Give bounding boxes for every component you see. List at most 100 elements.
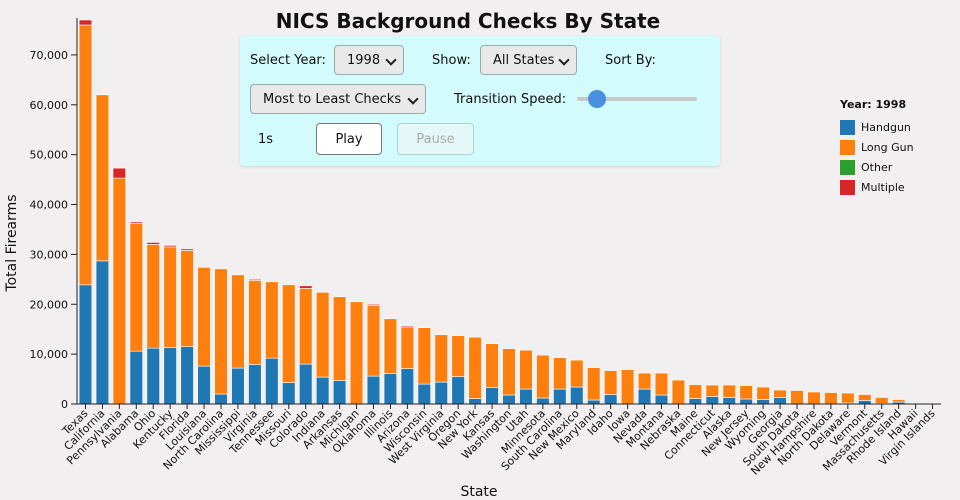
bar-new-jersey-handgun[interactable] [739, 398, 753, 405]
bar-tennessee-long-gun[interactable] [265, 281, 279, 359]
bar-illinois-handgun[interactable] [383, 373, 398, 405]
bar-colorado-handgun[interactable] [299, 363, 313, 405]
bar-florida-multiple[interactable] [180, 248, 194, 251]
bar-washington-long-gun[interactable] [502, 348, 516, 396]
bar-north-carolina-long-gun[interactable] [214, 268, 228, 395]
bar-vermont-long-gun[interactable] [858, 394, 872, 401]
bar-washington-handgun[interactable] [502, 394, 516, 405]
bar-pennsylvania-long-gun[interactable] [112, 177, 127, 405]
bar-georgia-handgun[interactable] [773, 397, 787, 405]
bar-wyoming-long-gun[interactable] [756, 386, 770, 400]
bar-vermont-handgun[interactable] [858, 400, 872, 405]
bar-alabama-long-gun[interactable] [129, 223, 143, 352]
bar-kentucky-handgun[interactable] [163, 347, 177, 405]
bar-texas-multiple[interactable] [78, 19, 93, 26]
bar-arkansas-long-gun[interactable] [332, 296, 347, 381]
bar-maryland-long-gun[interactable] [587, 367, 601, 401]
bar-montana-long-gun[interactable] [654, 372, 669, 396]
bar-maryland-handgun[interactable] [587, 399, 601, 405]
bar-rhode-island-long-gun[interactable] [891, 399, 906, 403]
bar-minnesota-handgun[interactable] [536, 397, 550, 405]
bar-arizona-long-gun[interactable] [400, 327, 415, 369]
bar-indiana-long-gun[interactable] [315, 291, 330, 378]
bar-louisiana-long-gun[interactable] [197, 267, 211, 367]
bar-nebraska-long-gun[interactable] [671, 379, 686, 405]
bar-mississippi-handgun[interactable] [231, 367, 245, 405]
transition-speed-slider-track[interactable] [577, 97, 697, 101]
bar-delaware-long-gun[interactable] [841, 392, 855, 404]
bar-south-dakota-long-gun[interactable] [790, 390, 804, 405]
bar-kansas-long-gun[interactable] [485, 343, 499, 388]
bar-kansas-handgun[interactable] [485, 387, 499, 405]
bar-arizona-multiple[interactable] [400, 325, 415, 329]
bar-virginia-multiple[interactable] [248, 279, 262, 281]
transition-speed-slider-handle[interactable] [588, 90, 606, 108]
bar-oklahoma-multiple[interactable] [366, 303, 381, 306]
bar-indiana-handgun[interactable] [315, 376, 330, 405]
bar-idaho-long-gun[interactable] [603, 370, 618, 395]
bar-minnesota-long-gun[interactable] [536, 354, 550, 399]
bar-montana-handgun[interactable] [654, 394, 669, 405]
bar-connecticut-long-gun[interactable] [705, 384, 719, 397]
year-select[interactable]: 1998 [334, 45, 404, 75]
bar-new-mexico-handgun[interactable] [570, 386, 584, 405]
play-button[interactable]: Play [316, 123, 382, 155]
bar-new-hampshire-long-gun[interactable] [807, 391, 821, 405]
bar-mississippi-long-gun[interactable] [231, 274, 245, 369]
bar-west-virginia-handgun[interactable] [434, 381, 448, 405]
bar-idaho-handgun[interactable] [603, 394, 618, 405]
bar-florida-long-gun[interactable] [180, 250, 194, 347]
bar-florida-handgun[interactable] [180, 346, 194, 405]
bar-missouri-handgun[interactable] [282, 382, 296, 405]
pause-button[interactable]: Pause [397, 123, 474, 155]
show-select[interactable]: All States [480, 45, 577, 75]
bar-california-handgun[interactable] [95, 260, 110, 405]
bar-ohio-handgun[interactable] [146, 347, 160, 405]
bar-virginia-handgun[interactable] [248, 364, 262, 405]
bar-south-carolina-long-gun[interactable] [553, 357, 567, 390]
bar-texas-long-gun[interactable] [78, 24, 93, 286]
bar-michigan-long-gun[interactable] [349, 301, 364, 405]
sort-select[interactable]: Most to Least Checks [250, 84, 426, 114]
bar-kentucky-long-gun[interactable] [163, 246, 177, 348]
bar-new-mexico-long-gun[interactable] [570, 359, 584, 388]
bar-utah-long-gun[interactable] [519, 349, 533, 390]
bar-utah-handgun[interactable] [519, 388, 533, 405]
bar-wisconsin-handgun[interactable] [417, 383, 431, 405]
bar-illinois-long-gun[interactable] [383, 318, 398, 374]
bar-missouri-long-gun[interactable] [282, 284, 296, 383]
bar-colorado-multiple[interactable] [299, 285, 313, 289]
bar-alaska-long-gun[interactable] [722, 384, 736, 398]
bar-wyoming-handgun[interactable] [756, 399, 770, 405]
bar-north-dakota-long-gun[interactable] [824, 392, 838, 405]
bar-south-carolina-handgun[interactable] [553, 388, 567, 405]
bar-new-york-handgun[interactable] [468, 398, 482, 405]
bar-alabama-handgun[interactable] [129, 350, 143, 405]
bar-nevada-long-gun[interactable] [637, 372, 652, 390]
bar-louisiana-handgun[interactable] [197, 365, 211, 405]
bar-arkansas-handgun[interactable] [332, 380, 347, 405]
bar-west-virginia-long-gun[interactable] [434, 334, 448, 383]
bar-new-york-long-gun[interactable] [468, 336, 482, 399]
bar-colorado-long-gun[interactable] [299, 287, 313, 365]
bar-ohio-long-gun[interactable] [146, 244, 160, 349]
bar-virginia-long-gun[interactable] [248, 280, 262, 365]
bar-oklahoma-handgun[interactable] [366, 375, 381, 405]
bar-oklahoma-long-gun[interactable] [366, 304, 381, 377]
bar-massachusetts-long-gun[interactable] [875, 397, 889, 404]
bar-iowa-long-gun[interactable] [620, 369, 635, 405]
bar-new-jersey-long-gun[interactable] [739, 385, 753, 400]
bar-georgia-long-gun[interactable] [773, 389, 787, 398]
bar-ohio-multiple[interactable] [146, 242, 160, 245]
bar-texas-handgun[interactable] [78, 284, 93, 405]
bar-north-carolina-handgun[interactable] [214, 393, 228, 405]
bar-wisconsin-long-gun[interactable] [417, 327, 431, 385]
bar-nevada-handgun[interactable] [637, 388, 652, 405]
bar-maine-long-gun[interactable] [688, 384, 703, 399]
bar-kentucky-multiple[interactable] [163, 245, 177, 248]
bar-oregon-handgun[interactable] [451, 376, 465, 405]
bar-california-long-gun[interactable] [95, 94, 110, 262]
bar-arizona-handgun[interactable] [400, 368, 415, 405]
bar-tennessee-handgun[interactable] [265, 357, 279, 405]
bar-connecticut-handgun[interactable] [705, 396, 719, 405]
